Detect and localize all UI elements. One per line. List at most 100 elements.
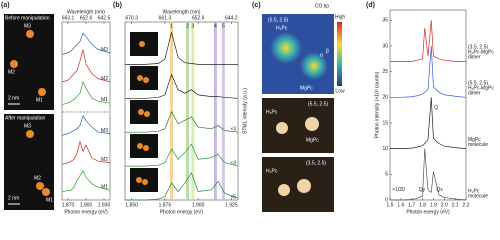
curve-label: M2 — [101, 157, 108, 163]
band — [213, 22, 217, 200]
curve-label: H₂Pc-MgPc — [468, 86, 494, 92]
peak-label: Qy — [419, 187, 426, 193]
factor-label: ×3 — [230, 127, 236, 133]
curve-label: M1 — [101, 97, 108, 103]
spectrum — [390, 97, 467, 149]
x-axis-label: Photon energy (eV) — [160, 209, 204, 215]
label: M1 — [36, 97, 43, 103]
stml-map — [262, 14, 342, 94]
label: β — [326, 48, 329, 54]
spectrum — [125, 32, 238, 65]
molecules — [10, 30, 50, 196]
factor-label: ×5 — [230, 194, 236, 200]
y-tick-label: 10 — [382, 146, 388, 152]
x-tick-label: 1.930 — [98, 202, 111, 208]
band — [221, 22, 225, 200]
spectrum — [125, 73, 239, 99]
band — [185, 22, 189, 200]
band-label: 1 — [170, 23, 173, 29]
x2-tick-label: 652.6 — [192, 15, 205, 21]
x-tick-label: 2.2 — [463, 202, 470, 208]
label: M2 — [8, 69, 15, 75]
label: α — [320, 52, 323, 58]
plot-frame — [124, 21, 239, 201]
y-tick-label: 5 — [385, 172, 388, 178]
peak-label: Q — [434, 105, 438, 111]
band-label: 4 — [214, 23, 217, 29]
panel-label: (d) — [366, 2, 375, 9]
spectrum — [125, 111, 239, 133]
x2-tick-label: 663.1 — [62, 15, 75, 21]
label: CO tip — [315, 3, 329, 9]
curve-label: molecule — [468, 193, 488, 199]
label: After manipulation — [5, 115, 46, 121]
y-tick-label: 30 — [382, 43, 388, 49]
band — [170, 22, 174, 200]
scale-label: ×1/20 — [392, 187, 405, 193]
x-tick-label: 1.870 — [62, 202, 75, 208]
x2-tick-label: 644.2 — [225, 15, 238, 21]
curve-label: molecule — [468, 142, 488, 148]
y-tick-label: 15 — [382, 120, 388, 126]
plot-frame — [389, 9, 467, 201]
x-tick-label: 1.6 — [397, 202, 404, 208]
curve-label: dimer — [468, 91, 481, 97]
x2-axis-label: Wavelength (nm) — [67, 9, 105, 15]
band — [191, 22, 195, 200]
x-axis-label: Photon energy (eV) — [406, 209, 450, 215]
x-axis-label: Photon energy (eV) — [64, 209, 108, 215]
spectrum — [390, 148, 467, 201]
x2-tick-label: 642.5 — [98, 15, 111, 21]
label: H₂Pc — [266, 168, 278, 174]
spectrum — [61, 49, 111, 83]
y-tick-label: 0 — [385, 197, 388, 203]
x2-tick-label: 652.6 — [80, 15, 93, 21]
peak-label: Qx — [436, 187, 443, 193]
curve-label: M1 — [101, 185, 108, 191]
y-axis-label: Photon intensity (×10³ counts) — [374, 71, 380, 138]
curve-label: M3 — [101, 128, 108, 134]
scale-label: 2 nm — [8, 95, 19, 101]
curve-label: M2 — [101, 76, 108, 82]
spectrum — [125, 143, 239, 167]
spectrum — [61, 170, 111, 193]
factor-label: ×3 — [230, 160, 236, 166]
spectrum — [61, 80, 111, 105]
curve-label: MgPc — [468, 137, 481, 143]
coords: (5.5, 2.5) — [268, 17, 288, 23]
coords: (5.5, 2.5) — [468, 81, 488, 87]
x2-axis-label: Wavelength (nm) — [163, 9, 201, 15]
insets — [130, 32, 158, 192]
x-tick-label: 1.875 — [159, 202, 172, 208]
label: MgPc — [300, 85, 313, 91]
label: H₂Pc — [276, 25, 288, 31]
coords: (5.5, 2.5) — [308, 101, 328, 107]
x-tick-label: 2.1 — [452, 202, 459, 208]
coords: (3.5, 2.5) — [306, 160, 326, 166]
band-label: 2 — [186, 23, 189, 29]
spectrum — [61, 32, 111, 55]
curve-label: H₂Pc — [468, 188, 480, 194]
x-tick-label: 1.5 — [387, 202, 394, 208]
label: M1 — [46, 197, 53, 203]
x-tick-label: 1.7 — [408, 202, 415, 208]
spectrum — [390, 20, 466, 62]
x-tick-label: 1.900 — [192, 202, 205, 208]
panel-label: (b) — [113, 2, 122, 9]
band-label: 3 — [191, 23, 194, 29]
coords: (3.5, 2.5) — [468, 45, 488, 51]
x-tick-label: 1.900 — [80, 202, 93, 208]
panel-label: (c) — [252, 2, 261, 9]
stm-images — [262, 98, 334, 212]
label: M3 — [24, 123, 31, 129]
x-tick-label: 1.8 — [419, 202, 426, 208]
curve-label: H₂Pc-MgPc — [468, 50, 494, 56]
label: MgPc — [306, 137, 319, 143]
x-tick-label: 2.0 — [441, 202, 448, 208]
y-tick-label: 20 — [382, 95, 388, 101]
band-label: 5 — [222, 23, 225, 29]
spectrum — [390, 45, 467, 98]
label: Before manipulation — [5, 15, 50, 21]
panel-label: (a) — [1, 2, 10, 9]
x-tick-label: 1.850 — [125, 202, 138, 208]
